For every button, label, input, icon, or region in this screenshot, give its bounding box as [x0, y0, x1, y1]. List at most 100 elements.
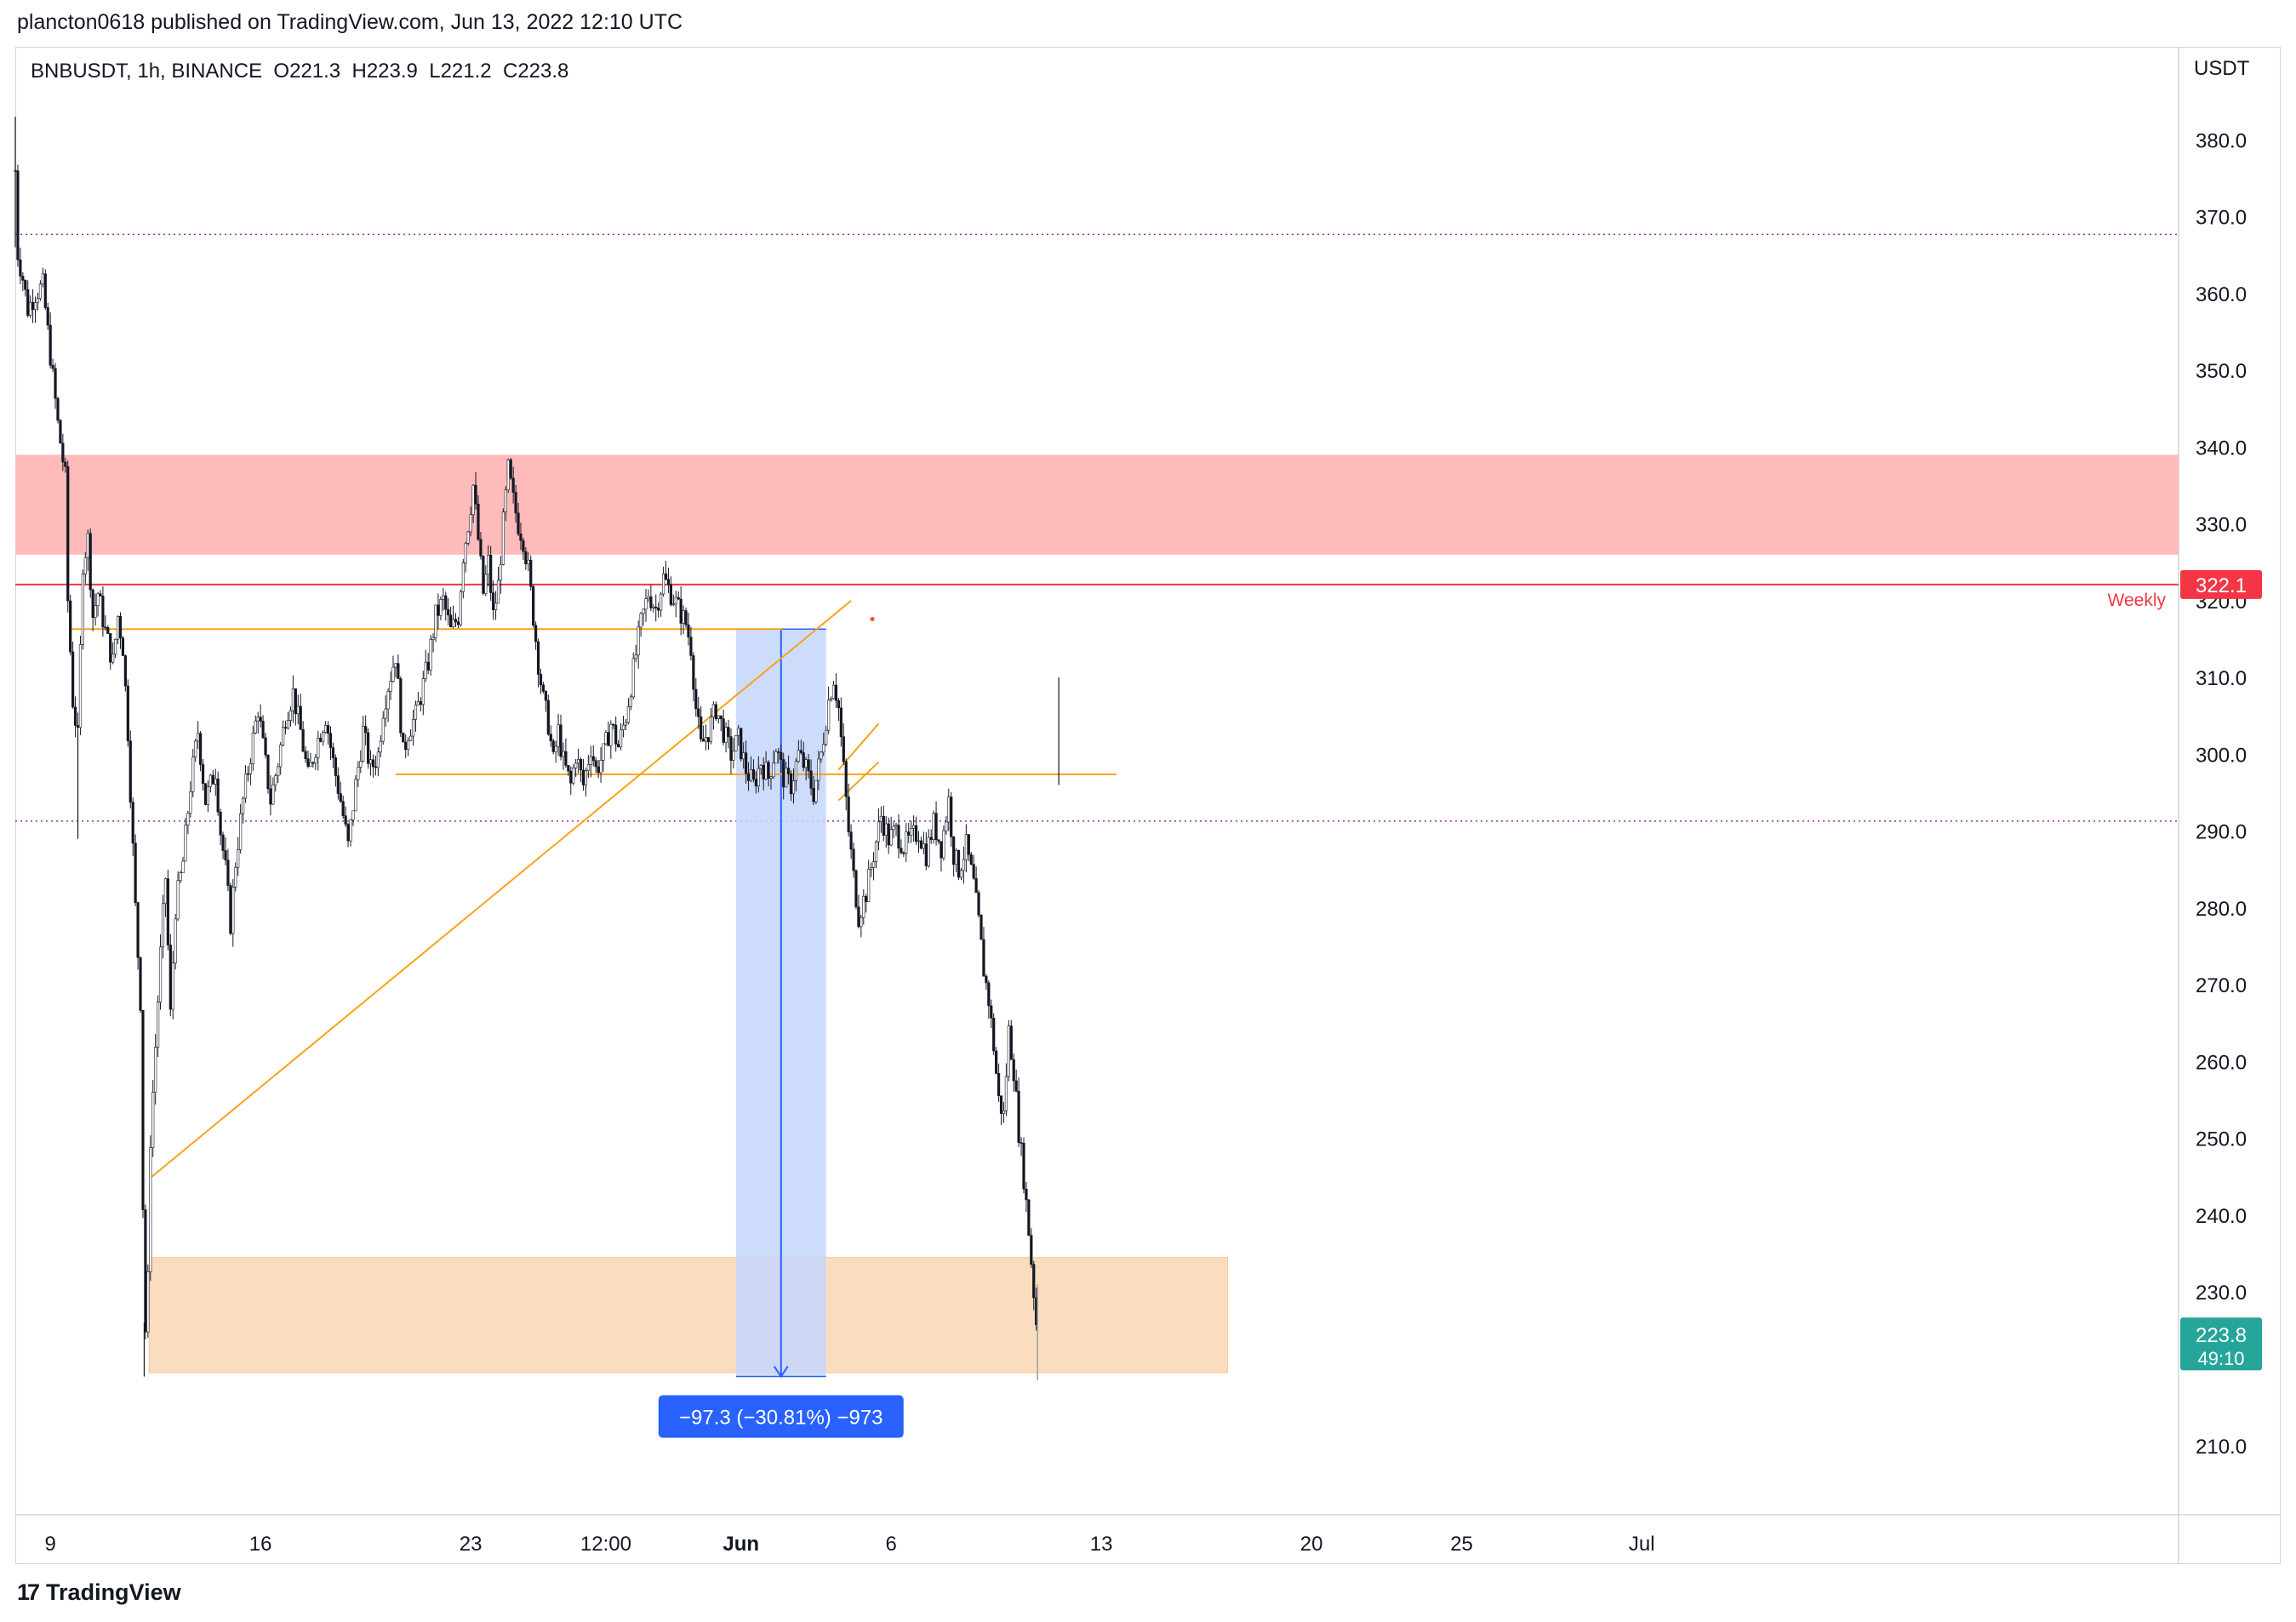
candle-body	[24, 280, 27, 290]
candle-body	[349, 819, 352, 842]
candle-body	[309, 762, 312, 767]
y-tick-label: 210.0	[2196, 1436, 2247, 1459]
candle-body	[942, 830, 945, 859]
candle-body	[897, 825, 900, 848]
candle-body	[461, 563, 465, 592]
candle-body	[987, 982, 991, 1007]
currency-label-bg	[2180, 49, 2279, 80]
orange-trendline[interactable]	[151, 600, 852, 1178]
resistance-zone[interactable]	[15, 454, 2179, 555]
tradingview-brand[interactable]: 17 TradingView	[17, 1579, 181, 1606]
candle-body	[762, 765, 765, 780]
candle-body	[384, 708, 387, 719]
candle-body	[950, 797, 953, 837]
candle-body	[719, 715, 722, 719]
flag-channel-lower[interactable]	[837, 761, 880, 802]
candle-body	[482, 556, 485, 594]
candle-body	[727, 727, 730, 737]
y-tick-label: 380.0	[2196, 129, 2247, 152]
candle-body	[322, 732, 325, 742]
candle-body	[671, 603, 675, 606]
candle-body	[431, 637, 435, 640]
candle-body	[887, 823, 890, 846]
candlestick-series[interactable]	[14, 163, 1038, 1339]
candle-body	[767, 762, 770, 779]
candle-body	[294, 688, 297, 715]
y-tick-label: 340.0	[2196, 437, 2247, 460]
candle-body	[259, 717, 262, 722]
candle-body	[38, 283, 43, 300]
y-tick-label: 230.0	[2196, 1282, 2247, 1305]
candle-body	[527, 559, 530, 565]
candle-body	[241, 797, 245, 814]
candle-body	[799, 750, 802, 753]
candle-body	[426, 661, 430, 671]
candle-body	[657, 608, 660, 611]
legend-close: C223.8	[502, 60, 569, 83]
candle-body	[820, 751, 823, 760]
candle-body	[937, 839, 940, 842]
candle-body	[1017, 1090, 1020, 1143]
candle-body	[306, 758, 310, 767]
orange-marker-dot	[870, 617, 875, 622]
candle-body	[817, 758, 820, 781]
candle-body	[146, 1271, 150, 1333]
candle-body	[874, 841, 878, 862]
candle-body	[700, 716, 703, 740]
candle-body	[614, 724, 618, 745]
candle-body	[496, 580, 500, 604]
candle-body	[288, 710, 293, 721]
candle-body	[769, 776, 773, 779]
candle-body	[59, 420, 62, 444]
y-tick-label: 310.0	[2196, 667, 2247, 690]
y-tick-label: 250.0	[2196, 1128, 2247, 1151]
candle-body	[434, 604, 437, 638]
candle-body	[161, 903, 165, 948]
candle-body	[191, 757, 195, 792]
candle-body	[402, 732, 405, 743]
candle-body	[809, 770, 813, 789]
candle-body	[934, 813, 938, 840]
legend-symbol[interactable]: BNBUSDT, 1h, BINANCE	[31, 60, 263, 83]
candle-body	[456, 621, 460, 625]
candle-body	[584, 770, 588, 785]
candle-body	[214, 778, 217, 785]
measure-label-bg[interactable]	[658, 1395, 904, 1438]
candle-body	[391, 666, 395, 682]
last-price-tag[interactable]	[2180, 1317, 2262, 1371]
candle-body	[454, 619, 458, 623]
candle-body	[860, 917, 863, 928]
candle-body	[21, 276, 25, 281]
candle-body	[26, 288, 30, 316]
candle-body	[684, 610, 688, 625]
support-zone[interactable]	[148, 1257, 1229, 1374]
candle-body	[324, 725, 328, 733]
candle-body	[922, 843, 925, 849]
candle-body	[634, 654, 637, 660]
candle-body	[751, 769, 756, 780]
candle-body	[689, 637, 693, 656]
candle-body	[71, 651, 75, 708]
candle-body	[737, 728, 740, 736]
candle-body	[129, 740, 132, 803]
y-tick-label: 270.0	[2196, 974, 2247, 997]
candle-body	[163, 878, 168, 905]
candle-body	[394, 663, 397, 668]
candle-body	[572, 768, 575, 784]
candle-body	[624, 722, 628, 726]
candle-body	[16, 170, 20, 260]
candle-body	[243, 773, 248, 799]
candle-body	[499, 564, 503, 581]
candle-body	[764, 762, 768, 780]
candle-body	[797, 750, 800, 762]
candle-body	[559, 724, 563, 757]
candle-body	[654, 606, 658, 608]
candle-body	[1009, 1025, 1013, 1060]
publish-info: plancton0618 published on TradingView.co…	[17, 10, 683, 34]
candle-body	[501, 511, 505, 565]
weekly-price-tag[interactable]	[2180, 569, 2262, 599]
candle-body	[1004, 1076, 1008, 1111]
candle-body	[449, 614, 453, 627]
candle-body	[266, 754, 270, 790]
